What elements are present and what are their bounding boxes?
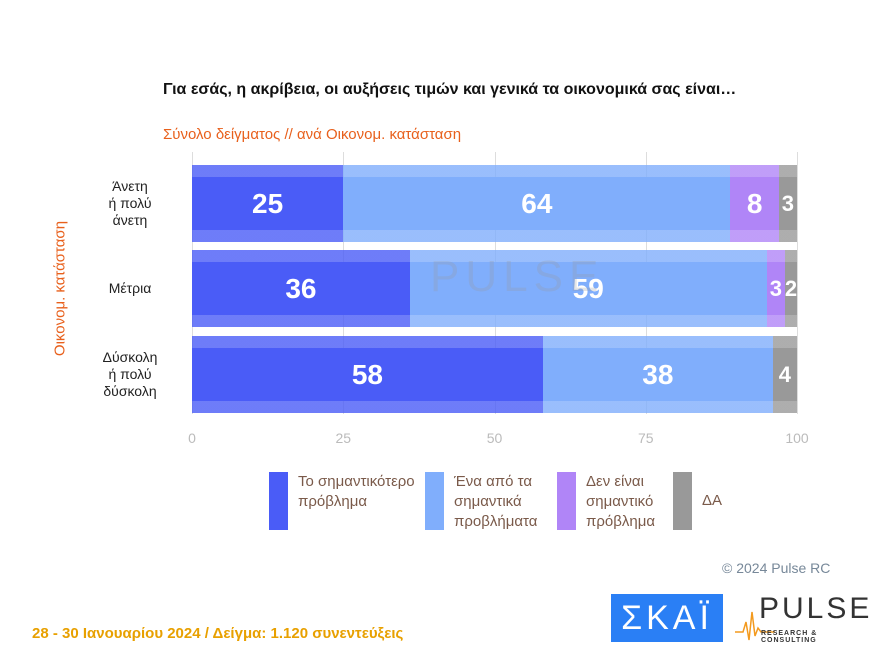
legend-label: Το σημαντικότερο πρόβλημα — [298, 473, 415, 510]
legend-item: Ένα από τα σημαντικά προβλήματα — [425, 472, 584, 532]
bar-segment: 8 — [730, 165, 779, 242]
legend-label: Ένα από τα σημαντικά προβλήματα — [454, 473, 538, 530]
copyright: © 2024 Pulse RC — [722, 560, 831, 576]
category-label: Άνετη ή πολύ άνετη — [108, 178, 152, 228]
y-axis-label: Οικονομ. κατάσταση — [51, 220, 69, 357]
legend-swatch — [269, 472, 288, 530]
gridline — [797, 152, 798, 414]
legend-item: Δεν είναι σημαντικό πρόβλημα — [557, 472, 696, 532]
bar-segment: 4 — [772, 336, 797, 413]
category-label: Δύσκολη ή πολύ δύσκολη — [102, 349, 158, 399]
legend-label: ΔΑ — [702, 492, 723, 509]
bar-segment: 64 — [343, 165, 731, 242]
bar-segment: 36 — [192, 250, 410, 327]
x-tick-label: 25 — [335, 430, 352, 446]
legend-swatch — [425, 472, 444, 530]
x-tick-label: 50 — [486, 430, 503, 446]
pulse-logo: PULSE RESEARCH & CONSULTING — [735, 592, 869, 644]
legend-swatch — [673, 472, 692, 530]
x-tick-label: 100 — [785, 430, 809, 446]
footer-note: 28 - 30 Ιανουαρίου 2024 / Δείγμα: 1.120 … — [32, 625, 404, 642]
skai-logo: ΣΚΑΪ — [611, 594, 723, 642]
legend-item: Το σημαντικότερο πρόβλημα — [269, 472, 438, 530]
pulse-logo-subtext: RESEARCH & CONSULTING — [761, 630, 818, 644]
bar-segment: 2 — [785, 250, 797, 327]
bar-segment: 3 — [766, 250, 785, 327]
bar-segment: 3 — [778, 165, 797, 242]
x-tick-label: 75 — [637, 430, 654, 446]
pulse-logo-text: PULSE — [759, 592, 873, 625]
legend-item: ΔΑ — [673, 472, 762, 530]
legend-label: Δεν είναι σημαντικό πρόβλημα — [586, 473, 656, 530]
bar-segment: 38 — [542, 336, 773, 413]
pulse-wave-icon — [735, 611, 775, 641]
bar-segment: 58 — [192, 336, 543, 413]
x-tick-label: 0 — [188, 430, 196, 446]
watermark: PULSE — [430, 252, 605, 301]
category-label: Μέτρια — [108, 280, 152, 296]
chart-subtitle: Σύνολο δείγματος // ανά Οικονομ. κατάστα… — [163, 126, 462, 143]
legend-swatch — [557, 472, 576, 530]
bar-segment: 25 — [192, 165, 344, 242]
chart-title: Για εσάς, η ακρίβεια, οι αυξήσεις τιμών … — [163, 81, 737, 98]
bar-segment: 59 — [409, 250, 767, 327]
